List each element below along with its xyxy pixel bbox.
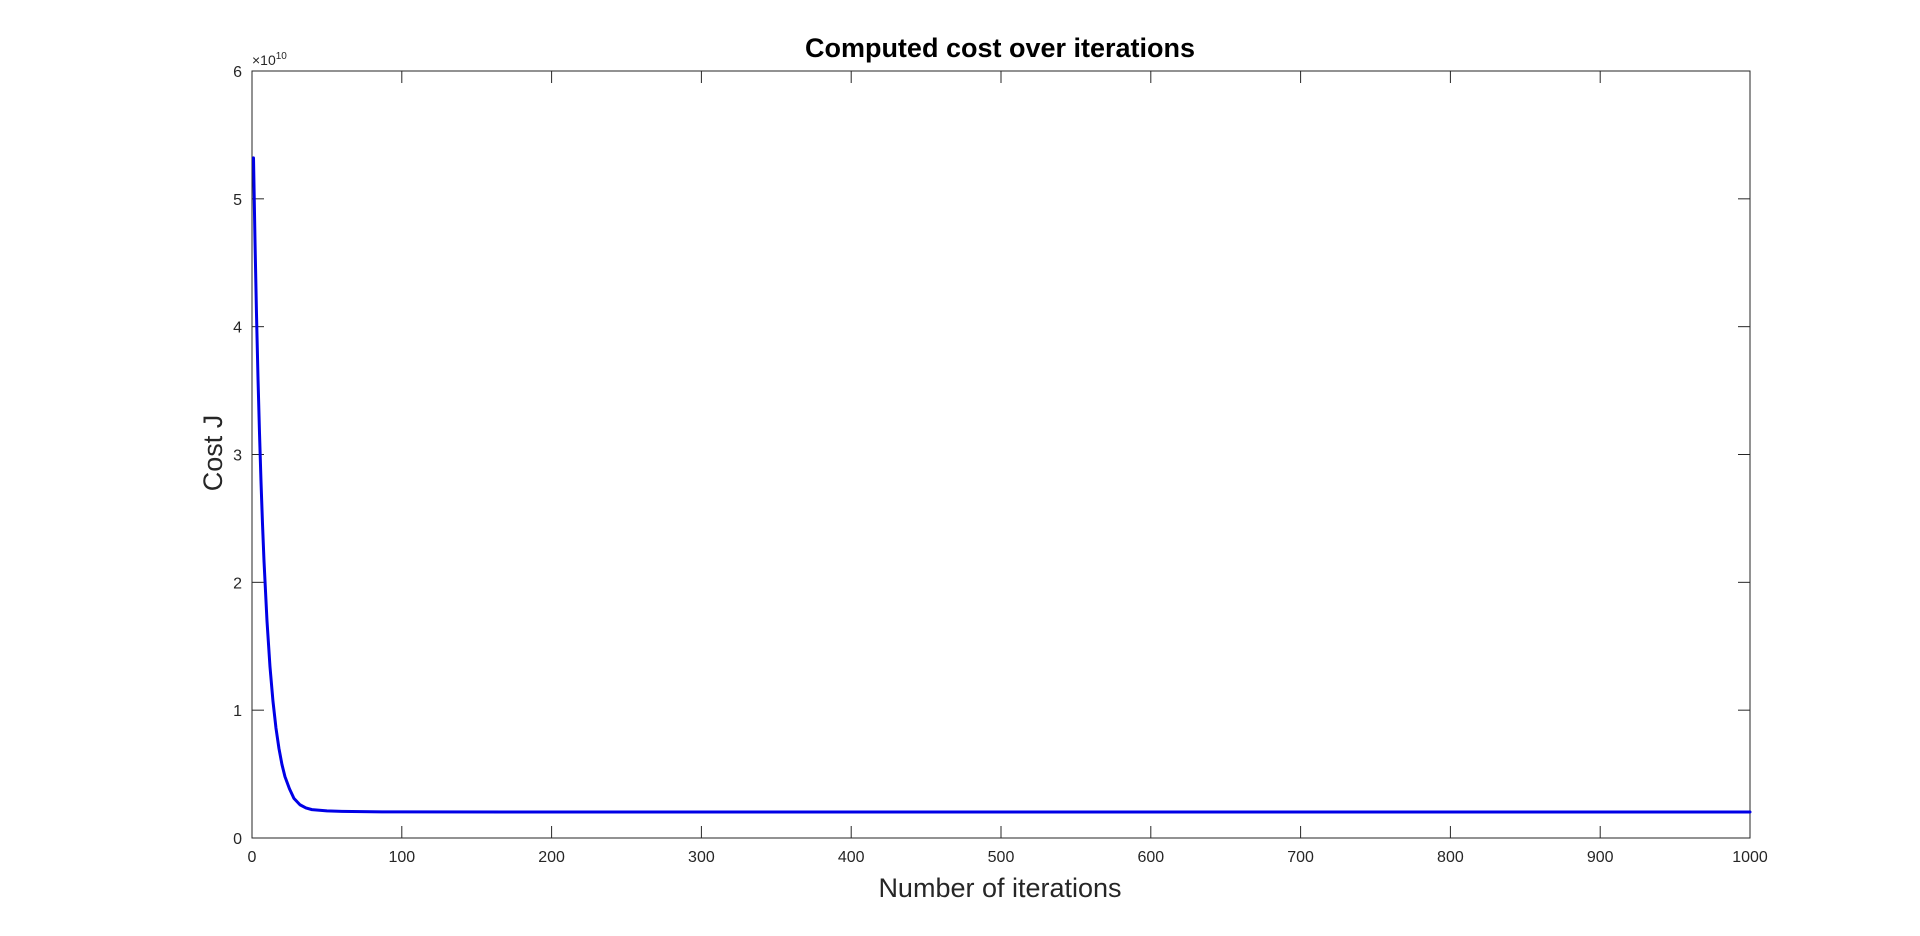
ticks: 0 100 200 300 400 500 600 700 800 900 1000 0 1 2 3 4 5 6 [233, 64, 1768, 866]
y-axis-exponent-power: 10 [276, 51, 288, 62]
x-tick-label: 400 [838, 849, 865, 866]
x-tick-label: 800 [1437, 849, 1464, 866]
y-tick-label: 1 [233, 703, 242, 720]
x-tick-label: 700 [1287, 849, 1314, 866]
series-line [252, 156, 1752, 814]
axes [251, 70, 1751, 839]
y-axis-label: Cost J [198, 415, 228, 492]
x-tick-label: 0 [248, 849, 257, 866]
y-tick-label: 3 [233, 448, 242, 465]
x-tick-label: 500 [988, 849, 1015, 866]
x-axis-label: Number of iterations [878, 873, 1121, 903]
x-tick-label: 200 [538, 849, 565, 866]
y-tick-label: 5 [233, 192, 242, 209]
x-tick-label: 600 [1137, 849, 1164, 866]
series [252, 156, 1752, 814]
plot-area-box [251, 70, 1751, 839]
y-tick-label: 4 [233, 320, 242, 337]
x-tick-label: 1000 [1732, 849, 1768, 866]
y-axis-exponent: ×1010 [252, 51, 287, 68]
x-tick-label: 900 [1587, 849, 1614, 866]
chart-title: Computed cost over iterations [805, 33, 1195, 63]
x-tick-label: 300 [688, 849, 715, 866]
y-tick-label: 2 [233, 575, 242, 592]
y-tick-label: 6 [233, 64, 242, 81]
x-tick-label: 100 [388, 849, 415, 866]
y-axis-exponent-base: ×10 [252, 52, 276, 68]
y-tick-label: 0 [233, 831, 242, 848]
